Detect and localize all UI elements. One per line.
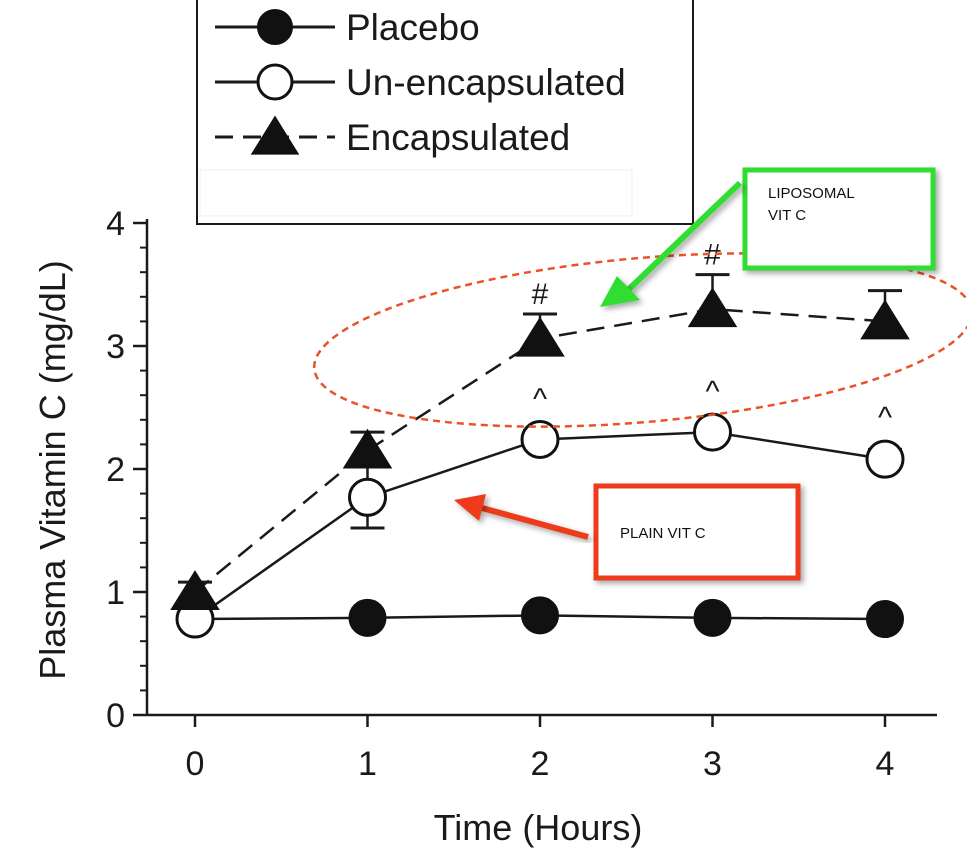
x-tick-label: 0 [186, 745, 205, 783]
highlight-ellipse [312, 252, 967, 428]
data-point [342, 428, 393, 469]
y-axis-label: Plasma Vitamin C (mg/dL) [32, 260, 73, 679]
plain-callout-text: PLAIN VIT C [620, 525, 706, 542]
liposomal-callout: LIPOSOMAL VIT C [600, 167, 936, 307]
legend-item: Encapsulated [215, 115, 570, 158]
legend-label: Encapsulated [346, 117, 570, 158]
annotations: LIPOSOMAL VIT C PLAIN VIT C [312, 167, 967, 581]
legend: Placebo Un-encapsulated Encapsulated [196, 0, 694, 225]
data-point [860, 299, 910, 340]
legend-marker [256, 63, 294, 101]
liposomal-arrow-shaft [625, 180, 743, 293]
y-tick-label: 1 [106, 574, 125, 612]
x-tick-label: 2 [531, 745, 550, 783]
plain-arrow-shaft [481, 505, 589, 540]
legend-label: Un-encapsulated [346, 62, 626, 103]
y-tick-label: 3 [106, 328, 125, 366]
x-tick-label: 4 [876, 745, 895, 783]
series-un-encapsulated: ^ ^ ^ [175, 375, 905, 639]
legend-item: Placebo [215, 7, 480, 48]
plain-arrow-head [454, 494, 486, 521]
significance-label: # [532, 278, 549, 311]
data-point [693, 412, 732, 452]
significance-label: ^ [533, 383, 547, 416]
series-placebo [176, 596, 904, 639]
liposomal-callout-text: LIPOSOMAL [768, 185, 855, 202]
y-tick-label: 0 [106, 697, 125, 735]
legend-blank-field [199, 169, 633, 217]
y-tick-label: 4 [106, 205, 125, 243]
legend-marker [250, 115, 300, 155]
data-point [693, 598, 732, 637]
data-point [170, 570, 220, 610]
data-point [866, 600, 904, 639]
axes: 0 1 2 3 4 0 1 2 3 4 [106, 205, 937, 783]
data-point [520, 419, 560, 459]
liposomal-callout-box [742, 167, 936, 271]
x-tick-label: 3 [703, 745, 722, 783]
data-point [687, 287, 738, 328]
series-encapsulated: ## [170, 239, 910, 610]
significance-label: ^ [705, 375, 719, 408]
legend-marker [257, 9, 293, 45]
liposomal-arrow-head [600, 276, 640, 307]
plain-callout-box [593, 483, 801, 581]
x-tick-label: 1 [358, 745, 377, 783]
y-tick-label: 2 [106, 451, 125, 489]
significance-label: ^ [878, 401, 892, 434]
plain-callout: PLAIN VIT C [454, 483, 801, 581]
series-layer: ^ ^^## [170, 239, 910, 639]
legend-item: Un-encapsulated [215, 62, 626, 103]
data-point [515, 316, 565, 357]
x-axis-label: Time (Hours) [434, 807, 643, 848]
data-point [348, 477, 387, 517]
data-point [521, 596, 559, 635]
legend-label: Placebo [346, 7, 480, 48]
significance-label: # [704, 239, 721, 272]
liposomal-callout-text: VIT C [768, 207, 806, 224]
data-point [348, 598, 387, 637]
data-point [865, 439, 905, 479]
